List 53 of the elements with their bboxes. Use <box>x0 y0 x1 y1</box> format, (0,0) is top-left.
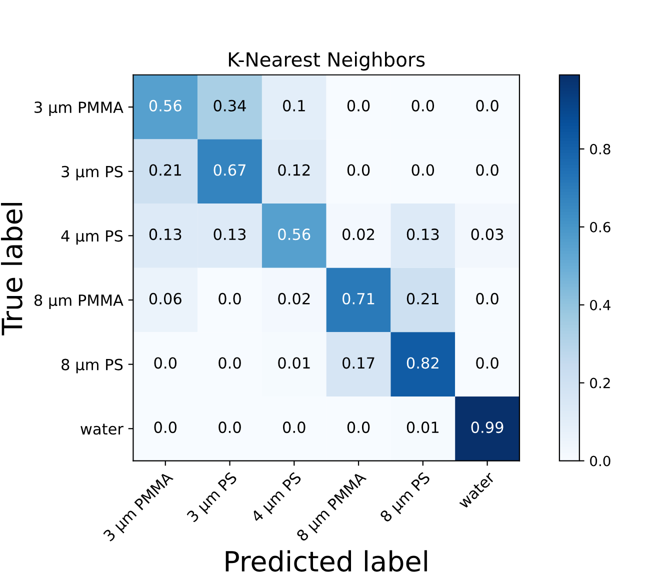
x-axis-title: Predicted label <box>226 550 427 572</box>
data-label: 0.06 <box>149 292 182 304</box>
data-label: 0.67 <box>214 164 246 176</box>
x-tick-label: 4 μm PS <box>250 471 304 525</box>
data-label: 0.13 <box>406 228 439 240</box>
y-axis-title: True label <box>0 202 22 336</box>
data-label: 0.0 <box>476 292 498 304</box>
y-tick-label: water <box>80 424 124 435</box>
data-label: 0.0 <box>412 164 434 176</box>
data-label: 0.13 <box>214 228 246 240</box>
data-label: 0.21 <box>406 292 439 304</box>
data-label: 0.0 <box>347 100 370 112</box>
x-tick-label: 3 μm PS <box>186 471 240 525</box>
data-label: 0.71 <box>342 292 374 304</box>
data-label: 0.17 <box>342 357 374 369</box>
y-tick-label: 3 μm PMMA <box>34 102 124 116</box>
data-label: 0.0 <box>154 357 177 369</box>
y-tick-label: 4 μm PS <box>61 230 123 245</box>
data-label: 0.0 <box>476 164 498 176</box>
data-label: 0.02 <box>342 228 374 240</box>
color-bar-label: 0.6 <box>590 222 610 232</box>
y-tick-label: 8 μm PMMA <box>34 294 124 309</box>
data-label: 0.34 <box>214 100 246 112</box>
data-label: 0.13 <box>149 228 182 240</box>
data-label: 0.0 <box>412 100 434 112</box>
y-tick-label: 8 μm PS <box>62 358 123 374</box>
data-label: 0.0 <box>347 164 370 176</box>
data-label: 0.01 <box>406 422 439 434</box>
color-bar-label: 0.8 <box>590 144 610 154</box>
data-label: 0.0 <box>283 422 306 434</box>
data-label: 0.0 <box>347 422 370 434</box>
data-label: 0.0 <box>476 357 498 369</box>
data-label: 0.03 <box>471 228 504 240</box>
data-label: 0.0 <box>154 422 177 434</box>
color-bar-label: 0.4 <box>590 300 610 310</box>
chart-title: K-Nearest Neighbors <box>228 52 425 71</box>
data-label: 0.56 <box>149 100 182 112</box>
data-label: 0.99 <box>471 422 504 434</box>
data-label: 0.0 <box>218 292 241 304</box>
x-tick-label: 8 μm PS <box>379 471 433 525</box>
data-label: 0.01 <box>278 357 310 369</box>
data-label: 0.12 <box>278 164 310 176</box>
data-label: 0.82 <box>406 357 438 369</box>
y-tick-label: 3 μm PS <box>62 166 123 180</box>
color-bar-label: 0.2 <box>590 378 610 388</box>
data-label: 0.56 <box>278 228 310 240</box>
data-label: 0.0 <box>218 357 241 369</box>
color-bar-label: 0.0 <box>590 456 610 466</box>
data-label: 0.02 <box>278 292 310 304</box>
data-label: 0.21 <box>149 164 181 176</box>
data-label: 0.0 <box>218 422 241 434</box>
data-label: 0.1 <box>283 100 305 112</box>
data-label: 0.0 <box>476 100 498 112</box>
